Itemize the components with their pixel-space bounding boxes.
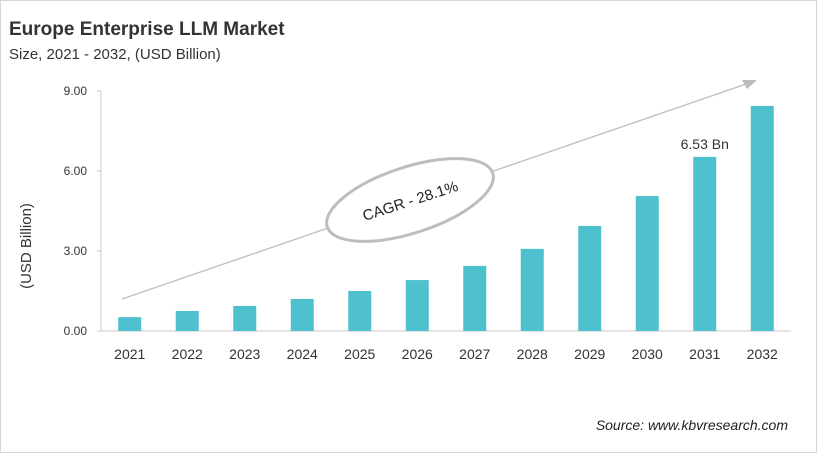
x-tick-label: 2030	[632, 346, 663, 362]
cagr-ellipse	[325, 157, 495, 243]
chart-title: Europe Enterprise LLM Market	[9, 19, 285, 40]
x-tick-label: 2022	[172, 346, 203, 362]
bar-2022	[175, 311, 199, 331]
x-tick-label: 2031	[689, 346, 720, 362]
bar-2030	[635, 196, 659, 331]
x-tick-label: 2032	[747, 346, 778, 362]
y-tick-label: 6.00	[64, 164, 88, 178]
x-tick-label: 2028	[517, 346, 548, 362]
y-axis-label: (USD Billion)	[18, 203, 35, 289]
bar-2021	[118, 317, 142, 331]
x-tick-label: 2023	[229, 346, 260, 362]
bar-2023	[233, 305, 257, 331]
x-tick-label: 2029	[574, 346, 605, 362]
y-tick-label: 3.00	[64, 244, 88, 258]
bar-2024	[290, 299, 314, 331]
x-tick-label: 2024	[287, 346, 318, 362]
y-tick-label: 9.00	[64, 84, 88, 98]
chart-subtitle: Size, 2021 - 2032, (USD Billion)	[9, 46, 221, 63]
bar-2027	[463, 265, 487, 331]
source-note: Source: www.kbvresearch.com	[595, 417, 788, 433]
data-label: 6.53 Bn	[681, 136, 729, 152]
trend-arrow-head	[742, 80, 757, 89]
cagr-annotation: CAGR - 28.1%	[121, 80, 757, 300]
bar-2029	[578, 225, 602, 331]
bar-2032	[750, 105, 774, 331]
x-tick-label: 2025	[344, 346, 375, 362]
bar-2028	[520, 248, 544, 331]
bar-2025	[348, 291, 372, 331]
x-tick-label: 2027	[459, 346, 490, 362]
x-tick-label: 2026	[402, 346, 433, 362]
x-tick-label: 2021	[114, 346, 145, 362]
y-tick-label: 0.00	[64, 324, 88, 338]
bar-2031	[693, 156, 717, 331]
bar-2026	[405, 280, 429, 331]
